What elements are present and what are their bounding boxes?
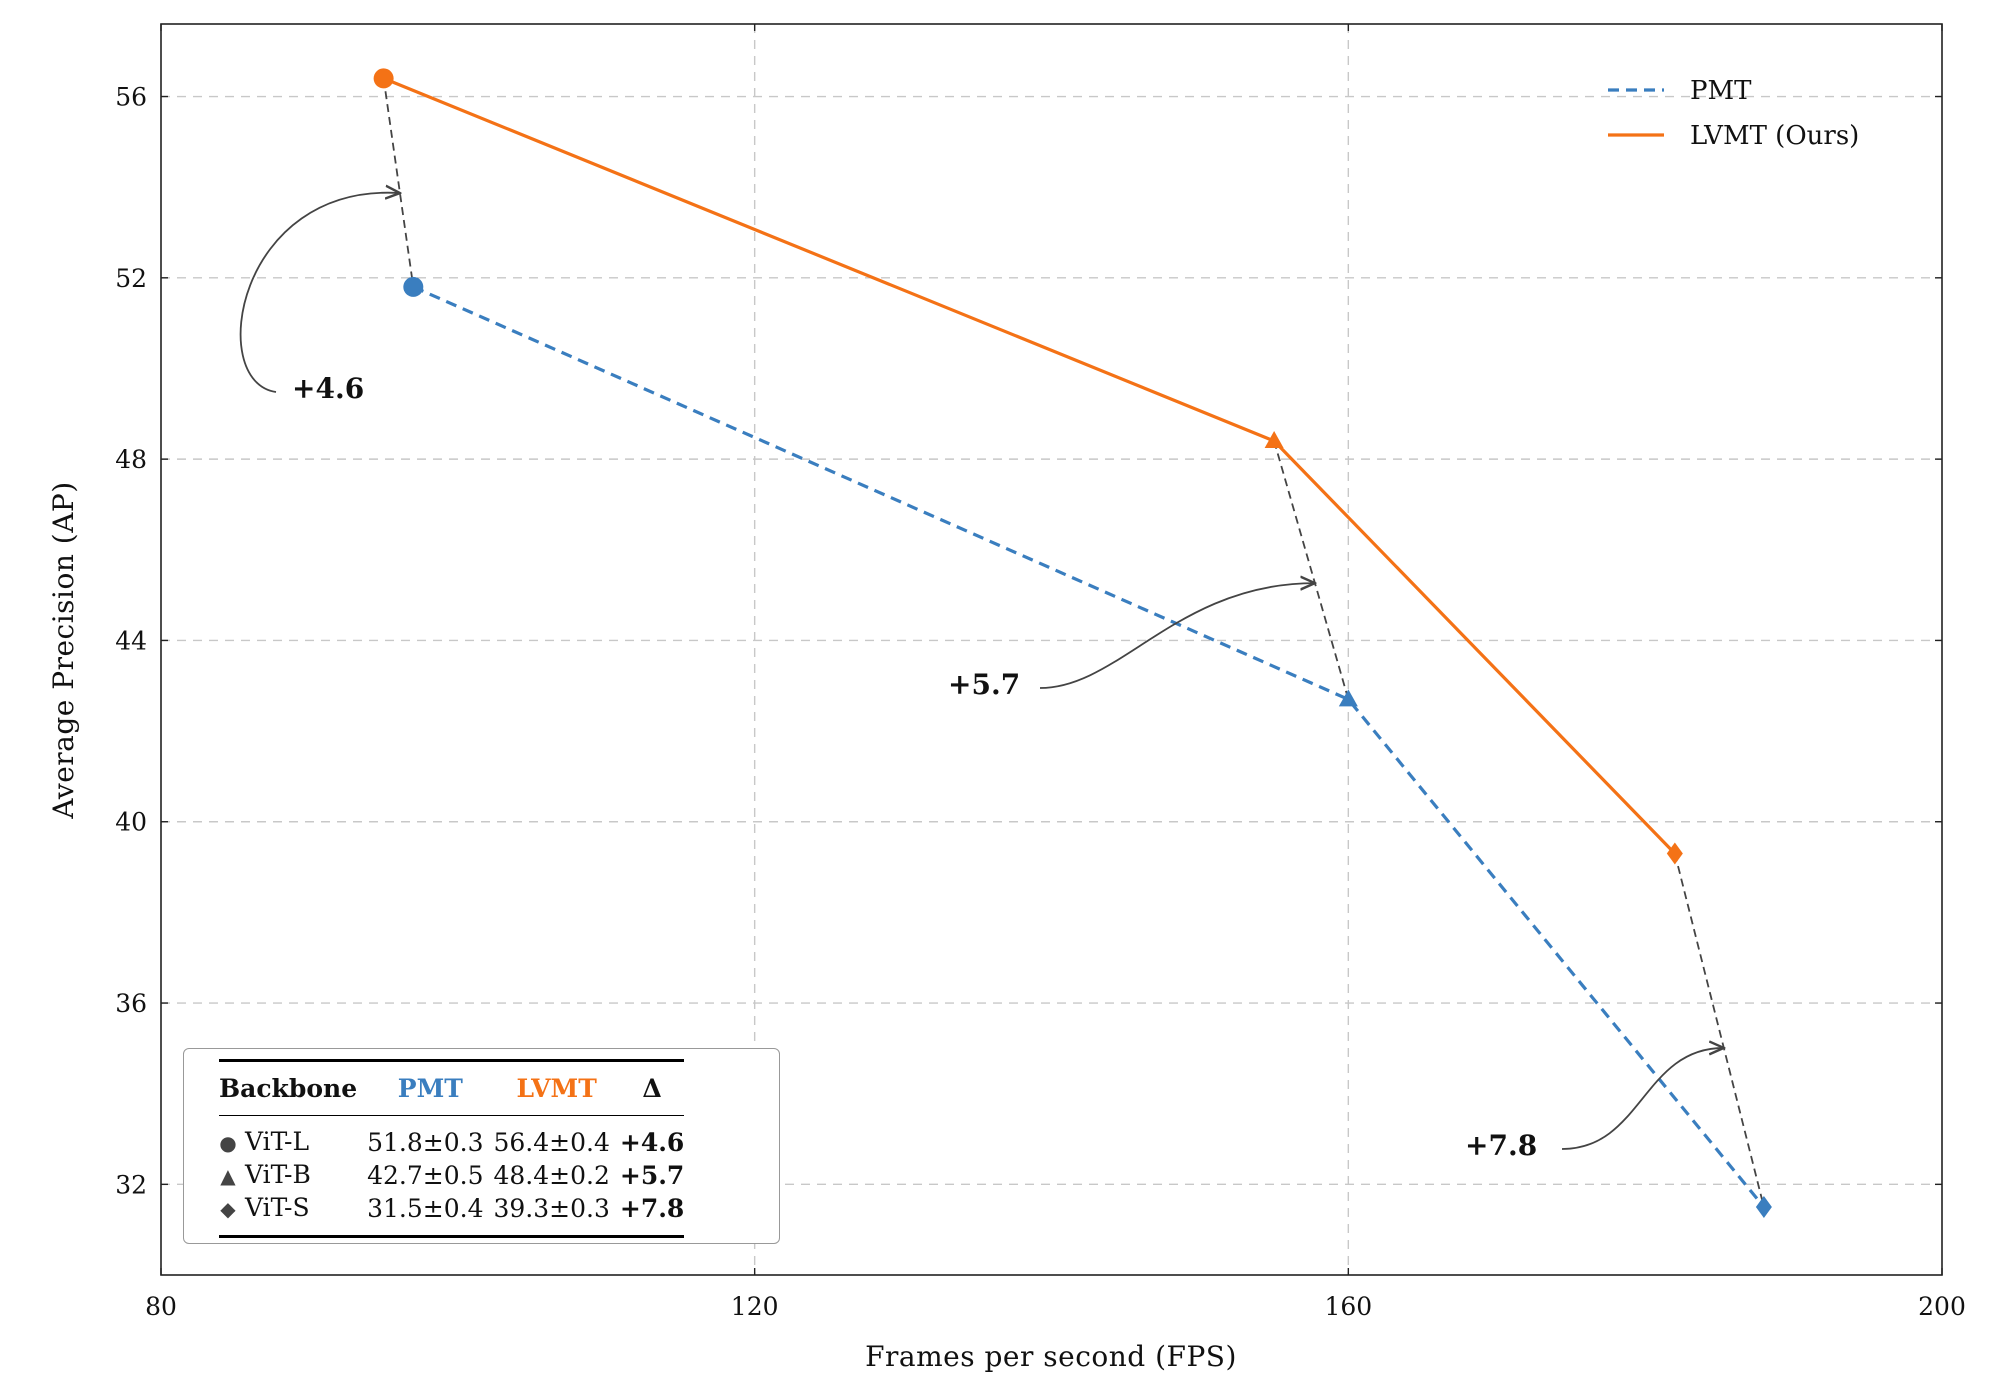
y-axis-label: Average Precision (AP) bbox=[47, 481, 80, 819]
header-pmt: PMT bbox=[367, 1059, 494, 1116]
delta-arrow bbox=[1561, 1048, 1724, 1150]
pmt-cell: 42.7±0.5 bbox=[367, 1160, 484, 1190]
delta-arrow bbox=[1039, 583, 1315, 689]
backbone-cell: ▲ ViT-B bbox=[219, 1159, 367, 1192]
triangle-marker bbox=[1338, 689, 1358, 707]
header-backbone: Backbone bbox=[219, 1059, 368, 1116]
x-tick-label: 200 bbox=[1918, 1292, 1966, 1321]
pmt-cell: 51.8±0.3 bbox=[367, 1127, 484, 1157]
table-row: ▲ ViT-B 42.7±0.5 48.4±0.2 +5.7 bbox=[219, 1159, 684, 1192]
circle-marker bbox=[373, 68, 394, 89]
legend-label: LVMT (Ours) bbox=[1690, 121, 1859, 151]
y-tick-label: 36 bbox=[115, 989, 147, 1018]
lvmt-line bbox=[383, 76, 1676, 855]
pmt-line bbox=[412, 285, 1766, 1209]
backbone-cell: ● ViT-L bbox=[219, 1116, 367, 1160]
x-axis-label: Frames per second (FPS) bbox=[865, 1340, 1237, 1373]
y-tick-label: 48 bbox=[115, 445, 147, 474]
legend: PMT LVMT (Ours) bbox=[1608, 76, 1859, 151]
lvmt-cell: 39.3±0.3 bbox=[493, 1192, 620, 1238]
lvmt-cell: 56.4±0.4 bbox=[493, 1127, 610, 1157]
header-delta: Δ bbox=[619, 1059, 685, 1116]
delta-connector bbox=[382, 78, 415, 288]
y-tick-label: 40 bbox=[115, 808, 147, 837]
y-tick-label: 44 bbox=[115, 626, 147, 655]
circle-marker-icon: ● bbox=[219, 1131, 237, 1155]
x-tick-labels: 80 120 160 200 bbox=[145, 1292, 1966, 1321]
triangle-marker-icon: ▲ bbox=[220, 1164, 236, 1188]
delta-annotations: +4.6+5.7+7.8 bbox=[239, 78, 1765, 1208]
legend-label: PMT bbox=[1690, 76, 1752, 106]
delta-connector bbox=[1273, 440, 1350, 700]
delta-arrow bbox=[239, 193, 400, 393]
lvmt-cell: 48.4±0.2 bbox=[493, 1160, 610, 1190]
delta-cell: +5.7 bbox=[619, 1160, 685, 1190]
results-table-inset: Backbone PMT LVMT Δ ● ViT-L 51.8±0.3 56.… bbox=[183, 1048, 780, 1244]
backbone-name: ViT-S bbox=[244, 1193, 310, 1222]
diamond-marker bbox=[1755, 1196, 1772, 1219]
y-tick-label: 32 bbox=[115, 1170, 147, 1199]
triangle-marker bbox=[1264, 431, 1284, 448]
backbone-name: ViT-L bbox=[244, 1127, 310, 1156]
delta-label: +7.8 bbox=[1465, 1129, 1537, 1162]
diamond-marker-icon: ◆ bbox=[220, 1197, 236, 1221]
circle-marker bbox=[403, 276, 424, 297]
delta-label: +5.7 bbox=[948, 668, 1020, 701]
table-row: ● ViT-L 51.8±0.3 56.4±0.4 +4.6 bbox=[219, 1116, 684, 1160]
delta-label: +4.6 bbox=[292, 372, 364, 405]
x-tick-label: 80 bbox=[145, 1292, 177, 1321]
results-table: Backbone PMT LVMT Δ ● ViT-L 51.8±0.3 56.… bbox=[219, 1059, 685, 1238]
delta-cell: +7.8 bbox=[619, 1192, 685, 1238]
y-tick-labels: 32 36 40 44 48 52 56 bbox=[115, 83, 147, 1200]
header-lvmt: LVMT bbox=[493, 1059, 620, 1116]
y-tick-label: 52 bbox=[115, 264, 147, 293]
table-row: ◆ ViT-S 31.5±0.4 39.3±0.3 +7.8 bbox=[219, 1192, 685, 1238]
series-markers bbox=[373, 68, 1772, 1219]
y-tick-label: 56 bbox=[115, 83, 147, 112]
series-lines bbox=[383, 76, 1766, 1209]
delta-cell: +4.6 bbox=[619, 1127, 685, 1157]
plot-frame bbox=[160, 23, 1943, 1276]
backbone-name: ViT-B bbox=[244, 1160, 311, 1189]
x-tick-label: 160 bbox=[1324, 1292, 1372, 1321]
pmt-cell: 31.5±0.4 bbox=[367, 1192, 494, 1238]
delta-connector bbox=[1673, 853, 1765, 1208]
backbone-cell: ◆ ViT-S bbox=[219, 1192, 368, 1238]
diamond-marker bbox=[1666, 842, 1683, 865]
x-tick-label: 120 bbox=[731, 1292, 779, 1321]
